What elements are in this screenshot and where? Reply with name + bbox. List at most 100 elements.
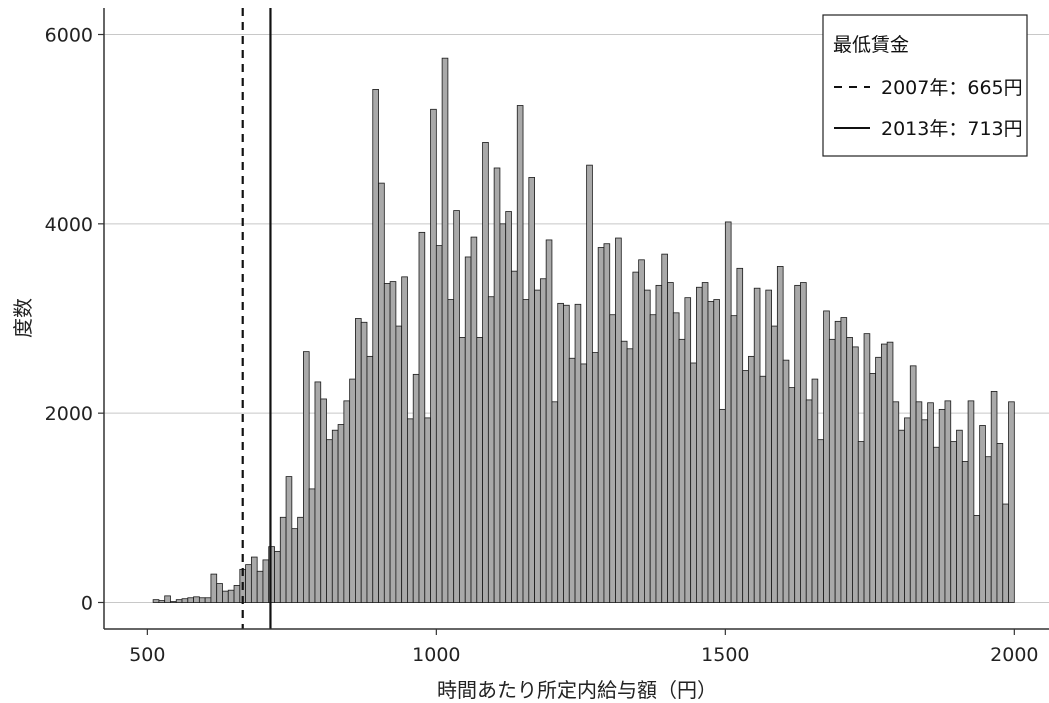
legend-entry-2013: 2013年：713円 (881, 118, 1023, 140)
histogram-bar (794, 284, 801, 603)
histogram-bar (574, 303, 582, 603)
histogram-bar (395, 325, 403, 603)
histogram-bar (678, 338, 686, 603)
histogram-bar (996, 443, 1004, 603)
histogram-bar (672, 312, 680, 603)
y-axis-title: 度数 (11, 298, 35, 338)
histogram-bar (170, 601, 177, 603)
histogram-bar (453, 210, 460, 603)
histogram-bar (933, 446, 940, 603)
x-tick-label: 2000 (990, 644, 1038, 666)
histogram-bar (441, 57, 449, 603)
histogram-bar (349, 378, 356, 603)
histogram-bar (586, 164, 593, 603)
histogram-bar (424, 417, 431, 603)
histogram-bar (638, 259, 645, 603)
histogram-bar (765, 289, 772, 603)
y-tick-label: 0 (81, 592, 93, 614)
histogram-bar (516, 105, 524, 603)
histogram-bar (470, 236, 478, 603)
histogram-bar (927, 402, 934, 603)
histogram-bar (175, 599, 183, 603)
histogram-bar (875, 356, 882, 603)
histogram-bar (840, 317, 848, 603)
histogram-bar (331, 429, 339, 603)
histogram-bar (360, 321, 368, 603)
histogram-bar (320, 398, 327, 603)
histogram-bar (661, 253, 668, 603)
histogram-bar (967, 400, 975, 603)
histogram-bars (152, 57, 1015, 603)
histogram-bar (834, 320, 842, 603)
histogram-bar (684, 297, 692, 603)
histogram-bar (973, 515, 981, 603)
histogram-bar (389, 281, 397, 603)
y-tick-label: 4000 (45, 214, 93, 236)
histogram-bar (776, 266, 784, 603)
histogram-bar (742, 370, 749, 603)
histogram-bar (407, 418, 414, 603)
histogram-bar (667, 282, 674, 603)
histogram-bar (603, 243, 611, 603)
histogram-bar (435, 245, 443, 603)
histogram-bar (869, 373, 877, 603)
histogram-bar (701, 282, 709, 603)
histogram-bar (713, 299, 720, 603)
histogram-bar (418, 231, 426, 603)
histogram-bar (805, 399, 813, 603)
histogram-bar (216, 583, 223, 603)
histogram-bar (626, 348, 634, 603)
histogram-bar (459, 337, 466, 603)
histogram-bar (262, 559, 270, 603)
histogram-bar (886, 341, 894, 603)
y-tick-label: 2000 (45, 403, 93, 425)
histogram-bar (724, 221, 732, 603)
legend: 最低賃金 2007年：665円 2013年：713円 (822, 14, 1028, 157)
histogram-bar (511, 270, 518, 603)
histogram-bar (915, 401, 923, 603)
histogram-bar (863, 333, 871, 603)
y-tick-label: 6000 (45, 25, 93, 47)
histogram-bar (193, 596, 200, 603)
histogram-bar (383, 283, 391, 603)
histogram-bar (412, 373, 420, 603)
histogram-bar (609, 314, 616, 603)
histogram-bar (1008, 401, 1015, 603)
histogram-bar (557, 302, 564, 603)
histogram-bar (632, 271, 640, 603)
histogram-bar (539, 278, 547, 603)
histogram-bar (152, 599, 160, 603)
histogram-bar (204, 597, 212, 603)
histogram-bar (337, 424, 345, 603)
histogram-bar (615, 237, 622, 603)
histogram-bar (823, 310, 830, 603)
histogram-bar (447, 299, 455, 603)
histogram-bar (880, 343, 888, 603)
x-axis-ticks: 500 1000 1500 2000 (129, 629, 1039, 666)
x-tick-label: 1000 (412, 644, 460, 666)
histogram-bar (308, 488, 316, 603)
minimum-wage-lines (241, 8, 272, 629)
histogram-bar (291, 528, 299, 603)
histogram-bar (909, 365, 917, 603)
histogram-bar (892, 401, 900, 603)
histogram-bar (985, 456, 992, 603)
histogram-bar (222, 590, 229, 603)
histogram-bar (620, 340, 628, 603)
histogram-bar (748, 355, 755, 603)
legend-entry-2007: 2007年：665円 (881, 77, 1023, 99)
histogram-bar (297, 516, 304, 603)
histogram-bar (771, 325, 778, 603)
histogram-bar (990, 390, 998, 603)
histogram-bar (198, 597, 206, 603)
histogram-bar (811, 378, 819, 603)
histogram-bar (753, 287, 761, 603)
histogram-bar (279, 516, 287, 603)
histogram-bar (227, 589, 235, 603)
histogram-bar (921, 419, 929, 603)
histogram-bar (649, 314, 657, 603)
histogram-bar (366, 355, 374, 603)
histogram-bar (852, 346, 859, 603)
histogram-bar (580, 363, 588, 603)
histogram-bar (800, 282, 807, 603)
